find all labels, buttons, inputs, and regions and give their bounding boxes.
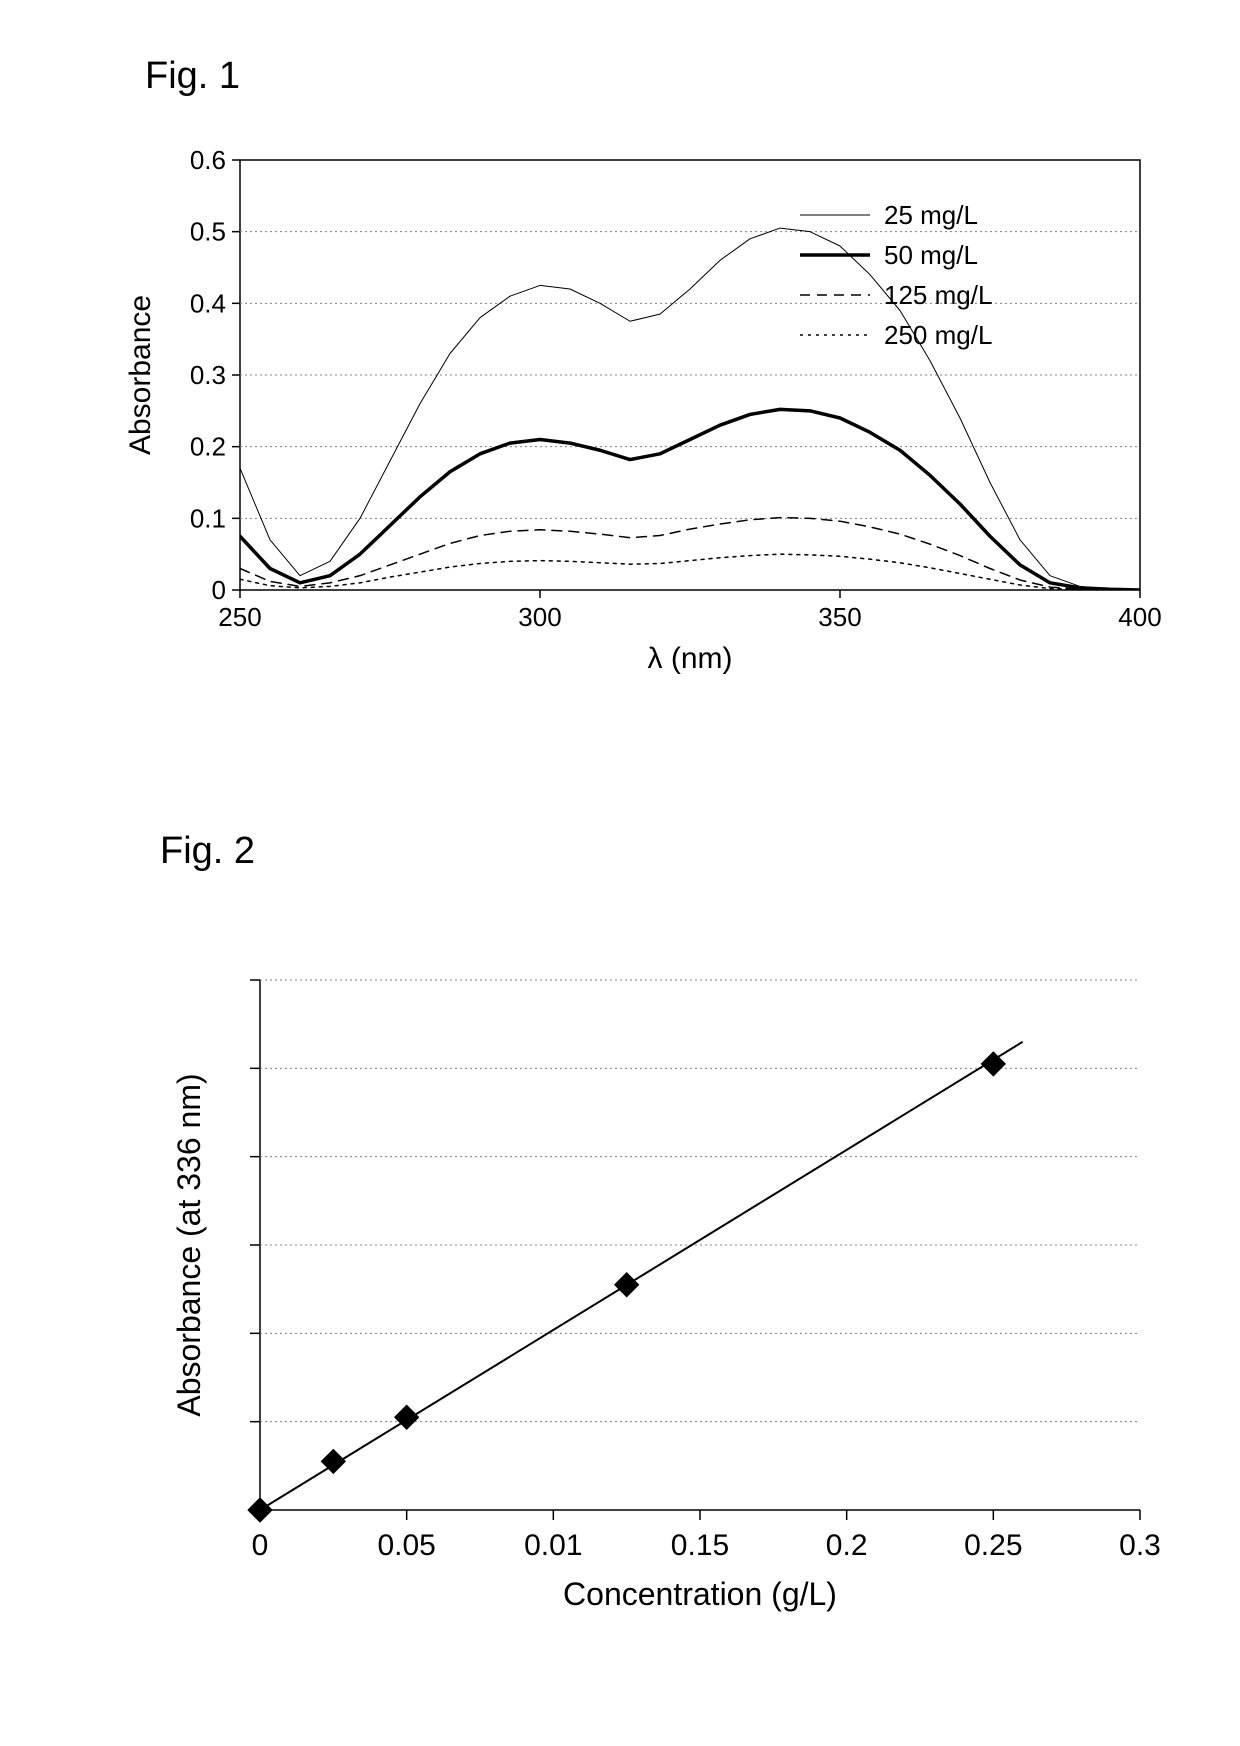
svg-text:250 mg/L: 250 mg/L <box>884 320 992 350</box>
svg-text:0.05: 0.05 <box>377 1529 435 1562</box>
svg-text:0.3: 0.3 <box>1119 1529 1161 1562</box>
svg-text:0.1: 0.1 <box>190 503 226 533</box>
svg-text:0.6: 0.6 <box>190 150 226 175</box>
svg-text:0.3: 0.3 <box>190 360 226 390</box>
svg-text:0.4: 0.4 <box>190 288 226 318</box>
svg-text:0.01: 0.01 <box>524 1529 582 1562</box>
svg-text:250: 250 <box>218 602 261 632</box>
svg-text:350: 350 <box>818 602 861 632</box>
svg-text:Absorbance (at 336 nm): Absorbance (at 336 nm) <box>171 1073 207 1416</box>
svg-text:Concentration (g/L): Concentration (g/L) <box>563 1576 837 1612</box>
svg-text:125 mg/L: 125 mg/L <box>884 280 992 310</box>
figure2-chart: 0 0.05 0.01 0.15 0.2 0.25 0.3 Concentration (g/… <box>90 970 1170 1650</box>
svg-text:0: 0 <box>212 575 226 605</box>
svg-text:0.5: 0.5 <box>190 217 226 247</box>
svg-text:0.2: 0.2 <box>190 432 226 462</box>
svg-text:0: 0 <box>252 1529 269 1562</box>
svg-text:0.15: 0.15 <box>671 1529 729 1562</box>
svg-text:400: 400 <box>1118 602 1161 632</box>
svg-text:300: 300 <box>518 602 561 632</box>
figure2-label: Fig. 2 <box>160 830 255 873</box>
svg-text:25 mg/L: 25 mg/L <box>884 200 978 230</box>
svg-text:0.2: 0.2 <box>826 1529 868 1562</box>
svg-text:Absorbance: Absorbance <box>124 295 157 455</box>
svg-text:λ (nm): λ (nm) <box>648 642 733 675</box>
svg-text:0.25: 0.25 <box>964 1529 1022 1562</box>
figure1-label: Fig. 1 <box>145 55 240 98</box>
svg-text:50 mg/L: 50 mg/L <box>884 240 978 270</box>
figure1-chart: 0 0.1 0.2 0.3 0.4 0.5 0.6 250 300 350 400 λ (nm) Abs… <box>90 150 1170 700</box>
